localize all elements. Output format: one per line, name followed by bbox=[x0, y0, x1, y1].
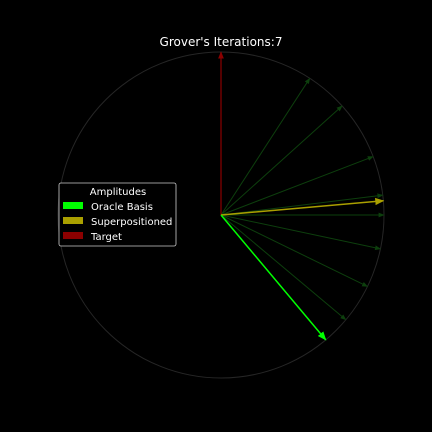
legend-label-target: Target bbox=[90, 232, 122, 243]
legend-swatch-superpositioned bbox=[63, 217, 83, 224]
legend-label-superpositioned: Superpositioned bbox=[91, 217, 172, 228]
legend-label-oracle-basis: Oracle Basis bbox=[91, 202, 153, 213]
legend-box bbox=[58, 182, 177, 247]
legend-title: Amplitudes bbox=[90, 187, 146, 198]
vector-history-2 bbox=[220, 156, 374, 216]
vector-superpositioned-0 bbox=[220, 197, 385, 216]
vector-oracle-basis-0 bbox=[220, 214, 327, 341]
legend: Amplitudes Oracle Basis Superpositioned … bbox=[58, 182, 177, 247]
vector-history-1 bbox=[220, 105, 343, 216]
vector-history-0 bbox=[220, 77, 311, 216]
vector-history-6 bbox=[220, 214, 369, 287]
vector-layer bbox=[218, 51, 385, 341]
vector-history-5 bbox=[220, 214, 382, 251]
legend-swatch-oracle-basis bbox=[63, 202, 83, 209]
legend-swatch-target bbox=[63, 232, 83, 239]
vector-history-3 bbox=[220, 193, 384, 216]
vector-history-7 bbox=[220, 214, 347, 321]
chart-title: Grover's Iterations:7 bbox=[160, 35, 283, 49]
